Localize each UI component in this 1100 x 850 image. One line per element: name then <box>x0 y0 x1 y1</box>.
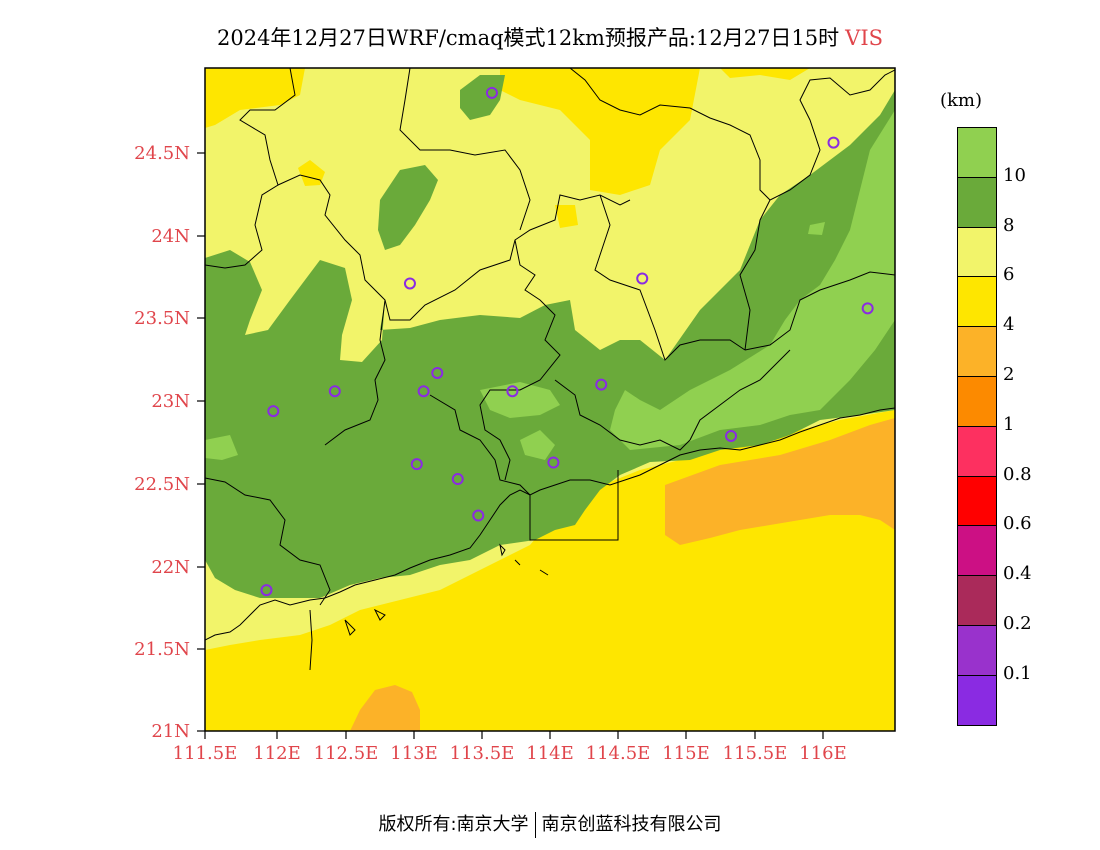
lat-label: 24N <box>151 226 190 247</box>
axis-ticks <box>197 152 824 739</box>
map-title: 2024年12月27日WRF/cmaq模式12km预报产品:12月27日15时 V… <box>0 22 1100 52</box>
colorbar-label: 0.8 <box>1003 463 1032 485</box>
colorbar-label: 0.6 <box>1003 513 1032 535</box>
colorbar-label: 6 <box>1003 264 1015 286</box>
station-markers <box>260 86 874 597</box>
station-marker <box>595 378 608 391</box>
latitude-labels: 24.5N 24N 23.5N 23N 22.5N 22N 21.5N 21N <box>134 143 190 742</box>
colorbar-swatch <box>957 276 997 327</box>
lon-label: 114E <box>526 743 574 764</box>
footer-right: 南京创蓝科技有限公司 <box>541 814 722 835</box>
lon-label: 116E <box>799 743 847 764</box>
lon-label: 114.5E <box>586 743 651 764</box>
colorbar-label: 2 <box>1003 364 1015 385</box>
colorbar-swatch <box>957 575 997 625</box>
station-marker <box>725 429 738 442</box>
station-marker <box>431 366 444 379</box>
colorbar-swatch <box>957 375 997 426</box>
footer-separator <box>534 812 536 838</box>
lon-label: 115E <box>662 743 710 764</box>
colorbar-swatch <box>957 525 997 576</box>
lat-label: 21.5N <box>134 639 190 660</box>
lat-label: 24.5N <box>134 143 190 164</box>
lat-label: 23.5N <box>134 308 190 329</box>
colorbar-swatch <box>957 475 997 526</box>
colorbar-label: 0.4 <box>1003 563 1032 585</box>
colorbar-swatch <box>957 326 997 376</box>
lon-label: 115.5E <box>723 743 788 764</box>
station-marker <box>472 509 485 522</box>
lat-label: 21N <box>151 721 190 742</box>
colorbar-swatch <box>957 176 997 227</box>
station-marker <box>417 385 430 398</box>
station-marker <box>547 456 560 469</box>
longitude-labels: 111.5E 112E 112.5E 113E 113.5E 114E 114.… <box>173 743 847 764</box>
copyright-footer: 版权所有:南京大学 南京创蓝科技有限公司 <box>0 810 1100 838</box>
colorbar-label: 4 <box>1003 314 1015 336</box>
colorbar <box>957 127 997 726</box>
title-variable: VIS <box>845 26 884 50</box>
lon-label: 112.5E <box>314 743 379 764</box>
station-marker <box>827 136 840 149</box>
visibility-field <box>205 68 895 731</box>
title-main: 2024年12月27日WRF/cmaq模式12km预报产品:12月27日15时 <box>216 26 840 50</box>
station-marker <box>485 86 498 99</box>
colorbar-swatch <box>957 127 997 177</box>
lat-label: 22.5N <box>134 474 190 495</box>
colorbar-label: 8 <box>1003 214 1015 236</box>
station-marker <box>506 385 519 398</box>
station-marker <box>267 405 280 418</box>
colorbar-unit: (km) <box>940 90 983 111</box>
lat-label: 23N <box>151 391 190 412</box>
lon-label: 112E <box>253 743 301 764</box>
station-marker <box>403 277 416 290</box>
colorbar-label: 0.1 <box>1003 662 1032 684</box>
station-marker <box>861 302 874 315</box>
station-marker <box>410 458 423 471</box>
lat-label: 22N <box>151 557 190 578</box>
footer-left: 版权所有:南京大学 <box>378 814 529 835</box>
colorbar-label: 0.2 <box>1003 613 1032 634</box>
colorbar-swatch <box>957 226 997 277</box>
colorbar-swatch <box>957 624 997 675</box>
colorbar-swatch <box>957 674 997 726</box>
station-marker <box>451 473 464 486</box>
station-marker <box>636 272 649 285</box>
admin-boundaries <box>205 68 895 671</box>
lon-label: 113.5E <box>450 743 515 764</box>
lon-label: 111.5E <box>173 743 238 764</box>
colorbar-swatch <box>957 425 997 476</box>
lon-label: 113E <box>390 743 438 764</box>
colorbar-label: 1 <box>1003 413 1015 435</box>
station-marker <box>260 584 273 597</box>
colorbar-label: 10 <box>1003 164 1026 186</box>
station-marker <box>328 385 341 398</box>
